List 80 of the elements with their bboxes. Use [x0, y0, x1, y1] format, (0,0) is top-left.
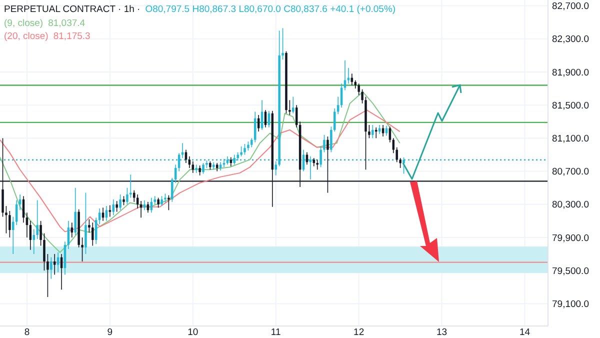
y-tick-label: 82,300.0: [552, 34, 589, 46]
candlestick: [184, 149, 188, 164]
y-tick-label: 81,900.0: [552, 67, 589, 78]
candlestick: [368, 124, 370, 139]
candlestick: [247, 141, 250, 151]
candlestick: [160, 196, 163, 206]
text: PERPETUAL CONTRACT · 1h ·: [4, 4, 140, 15]
text: (20, close): [4, 31, 48, 42]
candlestick: [108, 204, 112, 218]
x-tick-label: 9: [107, 327, 113, 338]
y-tick-label: 80,300.0: [552, 200, 589, 211]
candlestick: [119, 194, 122, 211]
candlestick: [378, 124, 381, 134]
y-tick-label: 80,700.0: [552, 166, 589, 178]
candlestick: [130, 174, 132, 198]
annotation: 81,037.4: [48, 18, 86, 29]
candlestick: [388, 126, 392, 143]
annotation: O80,797.5 H80,867.3 L80,670.0 C80,837.6 +40.1 (+0.05%): [145, 4, 396, 15]
candlestick: [292, 96, 294, 114]
line-series: [0, 110, 400, 232]
y-tick-label: 79,900.0: [552, 232, 589, 244]
candlestick: [43, 232, 46, 271]
candlestick: [202, 162, 204, 174]
candlestick: [8, 210, 11, 238]
candlestick: [81, 237, 84, 262]
candlestick: [316, 159, 318, 170]
candlestick: [122, 196, 125, 206]
y-tick-label: 81,100.0: [552, 134, 589, 145]
x-tick-label: 12: [354, 327, 364, 338]
y-tick-label: 82,700.0: [552, 1, 589, 12]
x-tick-label: 10: [188, 327, 198, 338]
y-tick-label: 79,500.0: [552, 266, 589, 277]
candlestick: [112, 199, 115, 216]
candlestick: [320, 146, 322, 168]
candlestick: [40, 220, 42, 246]
candlestick: [84, 192, 87, 254]
candlestick: [157, 197, 160, 208]
candlestick: [361, 88, 364, 104]
x-tick-label: 8: [24, 327, 30, 338]
candlestick: [372, 124, 374, 139]
candlestick: [105, 206, 108, 222]
candlestick: [288, 100, 291, 116]
candlestick: [154, 196, 156, 205]
y-tick-label: 79,100.0: [552, 298, 589, 310]
x-tick-label: 13: [436, 327, 448, 338]
candlestick: [358, 83, 360, 96]
candlestick: [98, 208, 101, 225]
candlestick: [126, 187, 128, 205]
candlestick: [181, 142, 184, 158]
candlestick: [29, 220, 32, 250]
candlestick: [46, 254, 49, 298]
candlestick: [295, 104, 298, 128]
y-tick-label: 81,500.0: [552, 100, 589, 112]
candlestick: [240, 146, 242, 157]
candlestick: [340, 83, 343, 108]
candlestick: [53, 254, 56, 276]
candlestick: [323, 134, 326, 153]
candlestick: [347, 67, 350, 84]
x-tick-label: 11: [270, 327, 281, 338]
candlestick: [92, 222, 94, 246]
candlestick: [26, 212, 28, 238]
candlestick: [74, 187, 76, 236]
candlestick: [195, 164, 198, 174]
candlestick: [168, 194, 170, 211]
candlestick: [67, 220, 70, 250]
candlestick: [116, 200, 118, 212]
candlestick: [282, 28, 284, 60]
candlestick: [50, 256, 52, 280]
x-tick-label: 14: [519, 327, 530, 338]
candlestick: [164, 193, 166, 204]
text: (9, close): [4, 18, 44, 29]
candlestick: [56, 252, 60, 273]
candlestick: [306, 152, 308, 166]
candlestick: [198, 165, 201, 176]
candlestick: [230, 156, 232, 167]
annotation: 81,175.3: [53, 31, 90, 42]
candlestick: [264, 110, 267, 128]
candlestick: [5, 206, 8, 234]
candlestick: [244, 144, 246, 156]
line-series: [0, 91, 400, 253]
